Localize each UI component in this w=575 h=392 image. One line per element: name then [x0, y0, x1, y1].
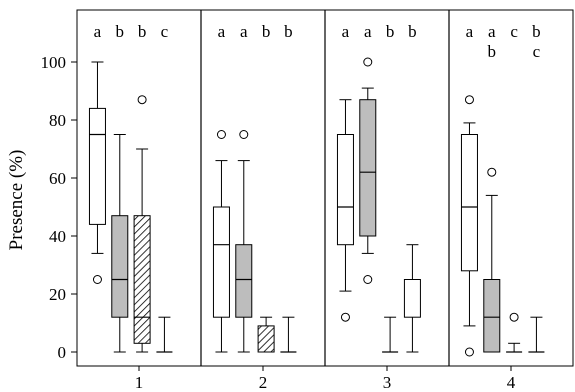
box	[88, 107, 106, 225]
outlier-point	[509, 312, 519, 322]
significance-letter: a	[94, 22, 102, 41]
box	[133, 215, 151, 344]
box	[359, 99, 377, 237]
outlier-point	[363, 57, 373, 67]
outlier-point	[363, 275, 373, 284]
significance-letter: b	[262, 22, 271, 41]
significance-letter: b	[116, 22, 125, 41]
x-tick-label: 3	[383, 373, 392, 392]
box	[111, 215, 129, 318]
box	[336, 134, 354, 246]
significance-letter: b	[532, 22, 541, 41]
y-tick-label: 40	[49, 227, 66, 246]
y-axis-label: Presence (%)	[6, 150, 27, 251]
box	[460, 134, 478, 272]
outlier-point	[464, 347, 474, 357]
y-tick-label: 20	[49, 285, 66, 304]
significance-letter: a	[218, 22, 226, 41]
significance-letter: a	[342, 22, 350, 41]
y-tick-label: 0	[58, 343, 67, 362]
significance-letter: a	[466, 22, 474, 41]
box	[483, 279, 501, 353]
box	[212, 206, 230, 318]
significance-letter: a	[240, 22, 248, 41]
significance-letter: a	[364, 22, 372, 41]
significance-letter: b	[138, 22, 147, 41]
significance-letter: b	[408, 22, 417, 41]
outlier-point	[92, 275, 102, 284]
significance-letter: a	[488, 22, 496, 41]
y-tick-label: 100	[41, 53, 67, 72]
outlier-point	[239, 130, 249, 139]
significance-letter: b	[284, 22, 293, 41]
outlier-point	[340, 312, 350, 322]
box	[235, 244, 253, 318]
significance-letter: c	[161, 22, 169, 41]
significance-letter: c	[533, 42, 541, 61]
box	[403, 279, 421, 318]
significance-letter: c	[510, 22, 518, 41]
x-tick-label: 4	[507, 373, 516, 392]
outlier-point	[464, 95, 474, 105]
outlier-point	[216, 130, 226, 139]
y-tick-label: 60	[49, 169, 66, 188]
x-tick-label: 2	[259, 373, 268, 392]
outlier-point	[487, 167, 497, 177]
box	[257, 325, 275, 353]
x-tick-label: 1	[135, 373, 144, 392]
significance-letter: b	[488, 42, 497, 61]
outlier-point	[137, 95, 147, 105]
significance-letter: b	[386, 22, 395, 41]
y-tick-label: 80	[49, 111, 66, 130]
